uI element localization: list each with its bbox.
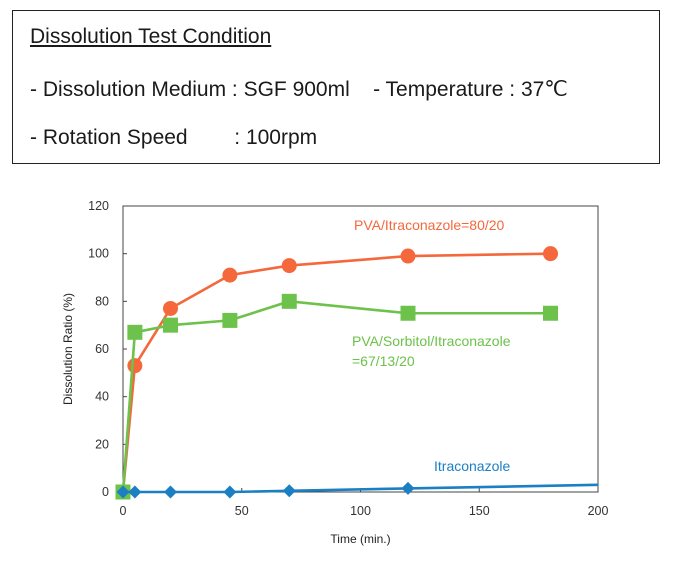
series-line-0	[121, 252, 551, 493]
data-point	[282, 484, 296, 498]
y-tick-label: 0	[102, 485, 109, 499]
data-point	[127, 324, 143, 340]
y-tick-label: 120	[88, 199, 109, 213]
series-annotation: PVA/Sorbitol/Itraconazole	[352, 333, 511, 349]
x-tick-label: 150	[469, 504, 490, 518]
data-point	[127, 358, 143, 374]
condition-rotation-speed: - Rotation Speed : 100rpm	[30, 126, 318, 149]
y-axis-label: Dissolution Ratio (%)	[61, 293, 75, 405]
data-point	[222, 267, 238, 283]
x-tick-label: 200	[588, 504, 609, 518]
data-point	[163, 317, 178, 333]
series-annotation: PVA/Itraconazole=80/20	[354, 217, 505, 233]
data-point	[543, 305, 558, 321]
y-tick-label: 100	[88, 247, 109, 261]
data-point	[222, 312, 238, 328]
data-point	[164, 485, 177, 499]
condition-medium-temperature: - Dissolution Medium : SGF 900ml - Tempe…	[30, 78, 568, 101]
data-point	[543, 246, 558, 262]
x-tick-label: 0	[120, 504, 127, 518]
y-tick-label: 40	[95, 390, 109, 404]
test-condition-box: Dissolution Test Condition - Dissolution…	[12, 10, 660, 164]
data-point	[281, 258, 297, 274]
y-tick-label: 80	[95, 294, 109, 308]
series-annotation: =67/13/20	[352, 353, 415, 369]
data-point	[400, 248, 416, 264]
data-point	[281, 293, 297, 309]
data-point	[400, 305, 416, 321]
plot-frame	[122, 205, 599, 493]
y-tick-label: 20	[95, 437, 109, 451]
data-point	[128, 485, 142, 499]
x-tick-label: 50	[235, 504, 249, 518]
dissolution-chart: 0 20 40 60 80 100 120 0 50 100 150 200 Time (min.) Di…	[61, 199, 609, 546]
x-tick-label: 100	[350, 504, 371, 518]
data-point	[163, 300, 178, 316]
x-axis-label: Time (min.)	[330, 532, 390, 546]
data-point	[116, 485, 130, 499]
data-point	[223, 485, 237, 499]
y-tick-label: 60	[95, 342, 109, 356]
data-point	[401, 481, 415, 495]
condition-title: Dissolution Test Condition	[30, 25, 272, 48]
series-annotation: Itraconazole	[434, 458, 510, 474]
